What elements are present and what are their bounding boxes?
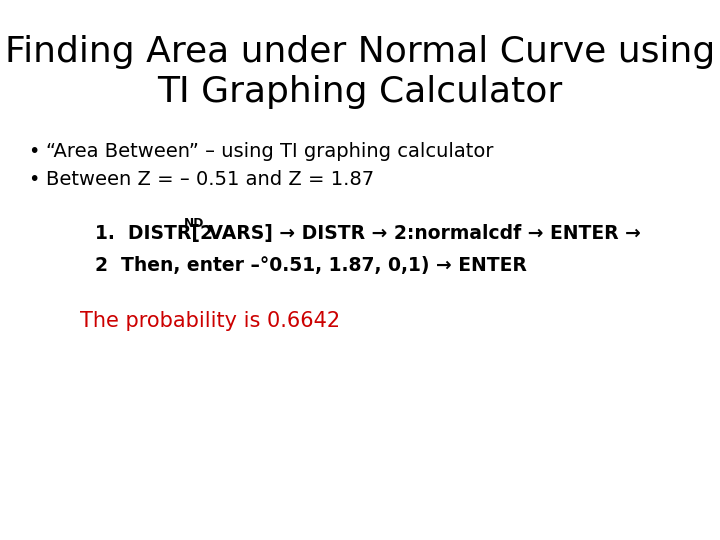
Text: •: •: [28, 170, 40, 189]
Text: 1.  DISTR[2: 1. DISTR[2: [95, 224, 213, 243]
Text: Finding Area under Normal Curve using: Finding Area under Normal Curve using: [5, 35, 715, 69]
Text: 2  Then, enter –°0.51, 1.87, 0,1) → ENTER: 2 Then, enter –°0.51, 1.87, 0,1) → ENTER: [95, 256, 527, 275]
Text: Between Z = – 0.51 and Z = 1.87: Between Z = – 0.51 and Z = 1.87: [46, 170, 374, 189]
Text: •: •: [28, 142, 40, 161]
Text: ND: ND: [184, 217, 204, 230]
Text: The probability is 0.6642: The probability is 0.6642: [80, 311, 340, 331]
Text: VARS] → DISTR → 2:normalcdf → ENTER →: VARS] → DISTR → 2:normalcdf → ENTER →: [202, 224, 641, 243]
Text: TI Graphing Calculator: TI Graphing Calculator: [158, 75, 562, 109]
Text: “Area Between” – using TI graphing calculator: “Area Between” – using TI graphing calcu…: [46, 142, 493, 161]
